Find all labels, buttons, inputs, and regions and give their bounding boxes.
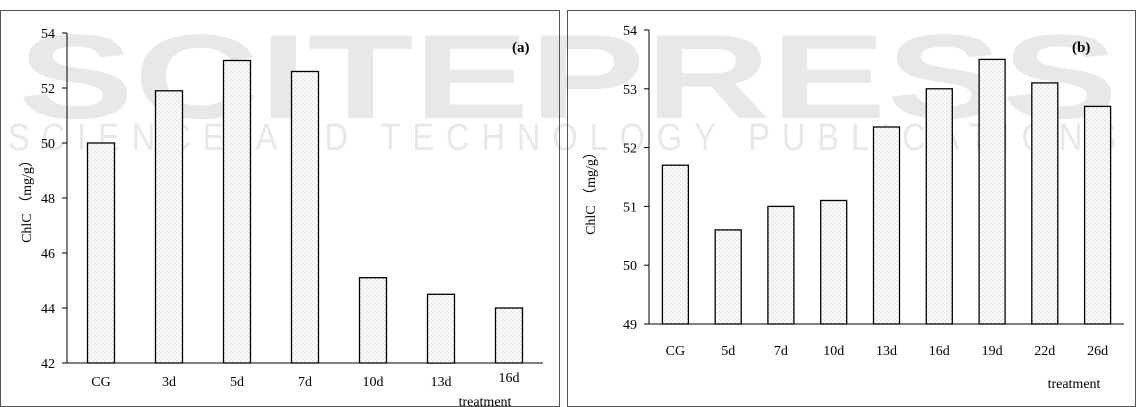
panel-a-y-axis-title: ChlC （mg/g）: [19, 153, 35, 243]
panel-a-x-axis-title: treatment: [459, 395, 512, 407]
panel-a-x-tick-labels: CG 3d 5d 7d 10d 13d 16d: [91, 371, 519, 390]
panel-b-x-tick-label: 5d: [721, 344, 735, 359]
panel-b-y-tick-label: 51: [623, 200, 637, 215]
panel-a-y-tick-label: 52: [41, 82, 55, 97]
panel-a-bar-5d: [222, 59, 252, 364]
panel-b-x-tick-label: 19d: [982, 344, 1003, 359]
panel-a-x-tick-label: CG: [91, 375, 110, 390]
panel-b-x-tick-label: 13d: [876, 344, 897, 359]
panel-b-x-tick-label: 16d: [929, 344, 950, 359]
panel-b-y-tick-label: 52: [623, 142, 637, 157]
panel-a-y-tick-label: 42: [41, 357, 55, 372]
panel-b-label: (b): [1072, 40, 1090, 56]
panel-b-bar-22d: [1031, 82, 1059, 325]
panel-b-y-ticks: 49 50 51 52 53 54: [623, 24, 649, 333]
panel-b-x-tick-label: 7d: [774, 344, 788, 359]
panel-a-y-tick-label: 44: [41, 302, 55, 317]
chart-panel-a: 42 44 46 48 50 52 54 CG 3d 5d 7d 10d 13d 16d (a) Chl…: [0, 10, 560, 407]
panel-a-y-tick-label: 54: [41, 27, 55, 42]
panel-b-y-tick-label: 53: [623, 83, 637, 98]
panel-a-y-tick-label: 46: [41, 247, 55, 262]
panel-a-x-tick-label: 7d: [298, 375, 312, 390]
panel-b-bar-10d: [820, 199, 848, 325]
panel-b-x-axis-title: treatment: [1048, 377, 1101, 392]
panel-a-bar-13d: [426, 293, 456, 364]
panel-b-x-tick-label: CG: [666, 344, 685, 359]
panel-a-y-tick-label: 50: [41, 137, 55, 152]
panel-a-label: (a): [512, 40, 530, 56]
panel-b-y-tick-label: 50: [623, 259, 637, 274]
panel-a-bar-7d: [290, 70, 320, 364]
panel-a-bar-3d: [154, 90, 184, 364]
panel-b-y-tick-label: 49: [623, 318, 637, 333]
panel-b-bar-19d: [978, 58, 1006, 325]
panel-a-y-tick-label: 48: [41, 192, 55, 207]
panel-b-bar-7d: [767, 205, 795, 325]
panel-a-x-tick-label: 10d: [363, 375, 384, 390]
panel-b-y-axis-title: ChlC （mg/g）: [583, 145, 599, 235]
panel-a-bar-16d: [494, 307, 524, 364]
panel-b-bars: [661, 58, 1112, 325]
panel-b-bar-16d: [925, 88, 953, 325]
panel-b-x-tick-label: 10d: [823, 344, 844, 359]
panel-b-bar-CG: [661, 164, 690, 325]
panel-b-bar-13d: [872, 126, 901, 325]
panel-b-y-tick-label: 54: [623, 24, 637, 39]
panel-a-bar-CG: [86, 142, 116, 364]
panel-b-x-tick-label: 22d: [1034, 344, 1055, 359]
panel-b-x-tick-labels: CG 5d 7d 10d 13d 16d 19d 22d 26d: [666, 344, 1108, 359]
panel-a-x-tick-label: 13d: [431, 375, 452, 390]
chart-panel-b: 49 50 51 52 53 54 CG 5d 7d 10d 13d 16d 19d 22d 26d (b…: [567, 10, 1136, 407]
panel-a-y-ticks: 42 44 46 48 50 52 54: [41, 27, 67, 372]
panel-a-x-tick-label: 3d: [162, 375, 176, 390]
panel-a-x-tick-label: 16d: [499, 371, 520, 386]
panel-a-bar-10d: [358, 277, 388, 364]
panel-a-x-tick-label: 5d: [230, 375, 244, 390]
panel-b-x-tick-label: 26d: [1087, 344, 1108, 359]
panel-a-bars: [86, 59, 524, 364]
panel-b-bar-26d: [1083, 105, 1112, 325]
panel-b-bar-5d: [714, 229, 742, 325]
